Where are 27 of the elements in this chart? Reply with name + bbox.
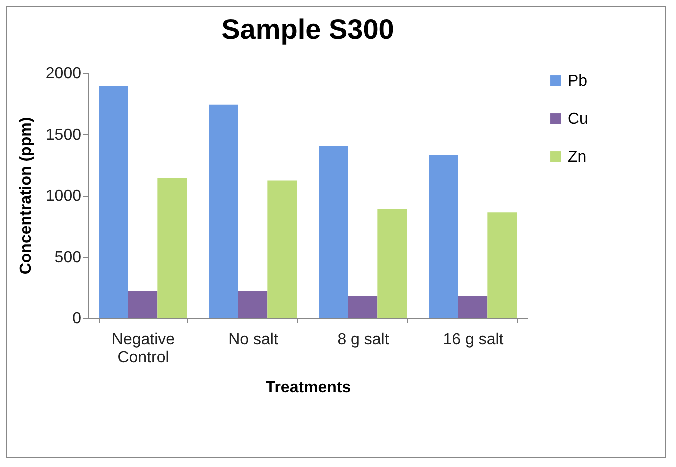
- bar: [488, 212, 517, 318]
- bar: [158, 178, 187, 318]
- x-tick-label: No salt: [228, 332, 279, 348]
- legend-label: Cu: [568, 111, 588, 128]
- y-tick-label: 1500: [46, 126, 82, 144]
- y-axis-title: Concentration (ppm): [18, 117, 35, 275]
- x-tick-label: 8 g salt: [338, 332, 390, 348]
- bar: [378, 208, 407, 318]
- x-tick-label: 16 g salt: [443, 332, 504, 348]
- bar: [209, 104, 238, 318]
- bar: [319, 146, 348, 318]
- y-tick-label: 500: [54, 249, 82, 266]
- bar: [268, 180, 297, 318]
- legend-label: Pb: [568, 73, 588, 90]
- chart-title: Sample S300: [222, 14, 394, 45]
- bar: [128, 291, 158, 318]
- y-tick-label: 0: [72, 310, 82, 328]
- bar: [429, 155, 458, 318]
- bar: [348, 296, 378, 318]
- y-tick-label: 2000: [46, 66, 82, 82]
- x-tick-label: Negative Control: [112, 332, 176, 366]
- legend-label: Zn: [568, 149, 587, 166]
- x-axis-title: Treatments: [266, 380, 352, 396]
- bar: [458, 296, 488, 318]
- y-tick-label: 1000: [46, 188, 82, 205]
- bar: [99, 86, 128, 318]
- bar: [238, 291, 268, 318]
